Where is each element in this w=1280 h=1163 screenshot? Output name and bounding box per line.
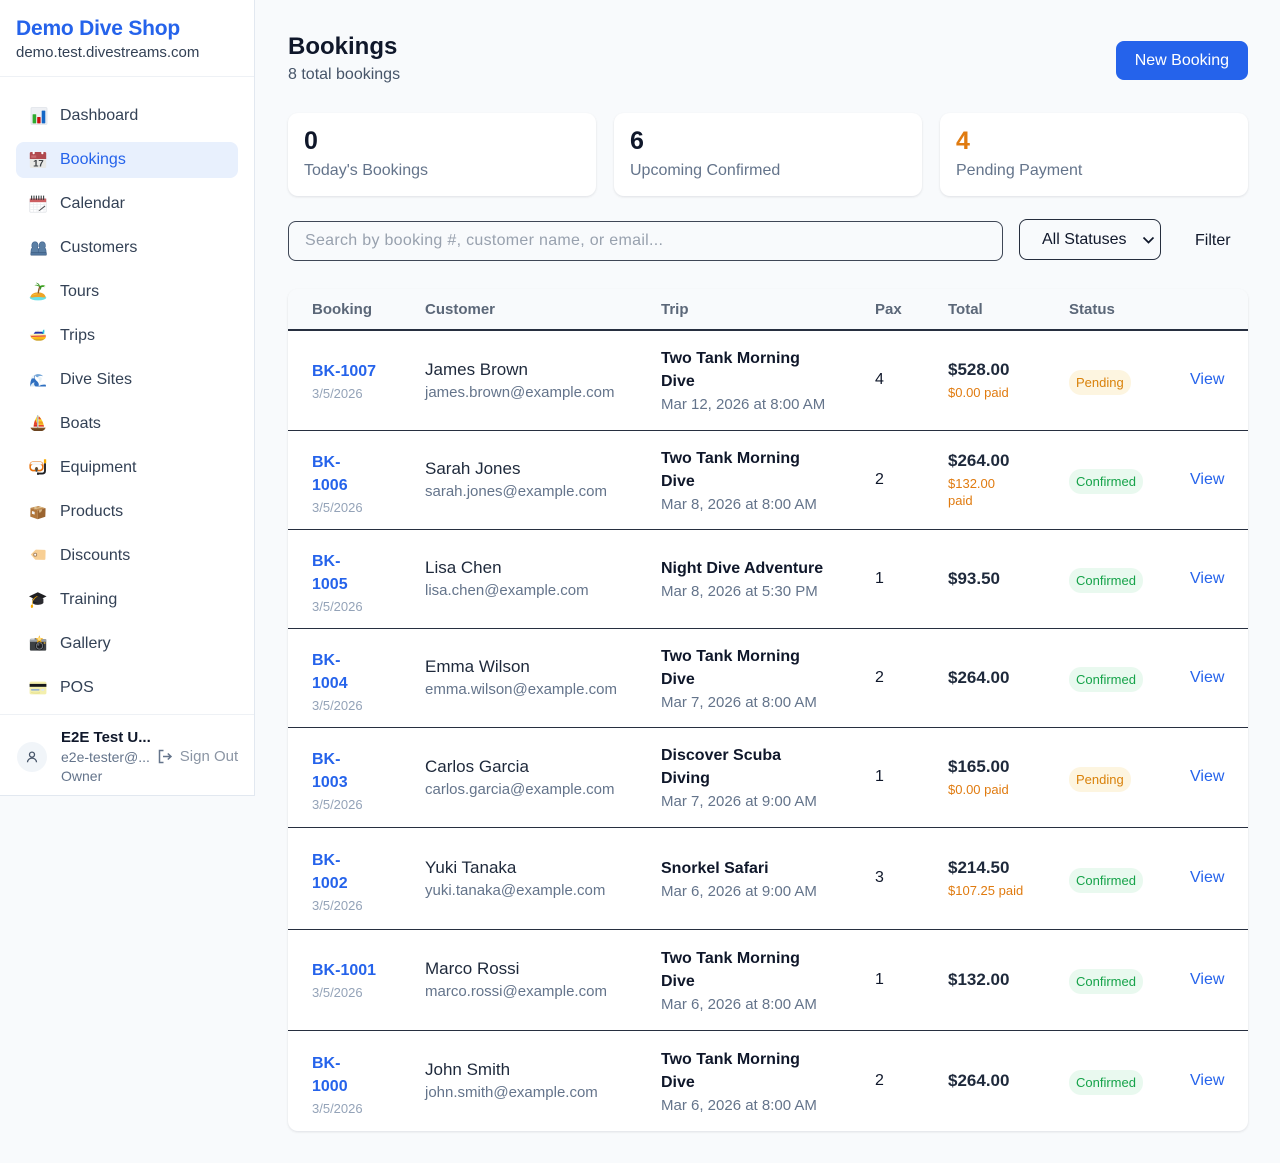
svg-text:17: 17 [33,158,44,169]
